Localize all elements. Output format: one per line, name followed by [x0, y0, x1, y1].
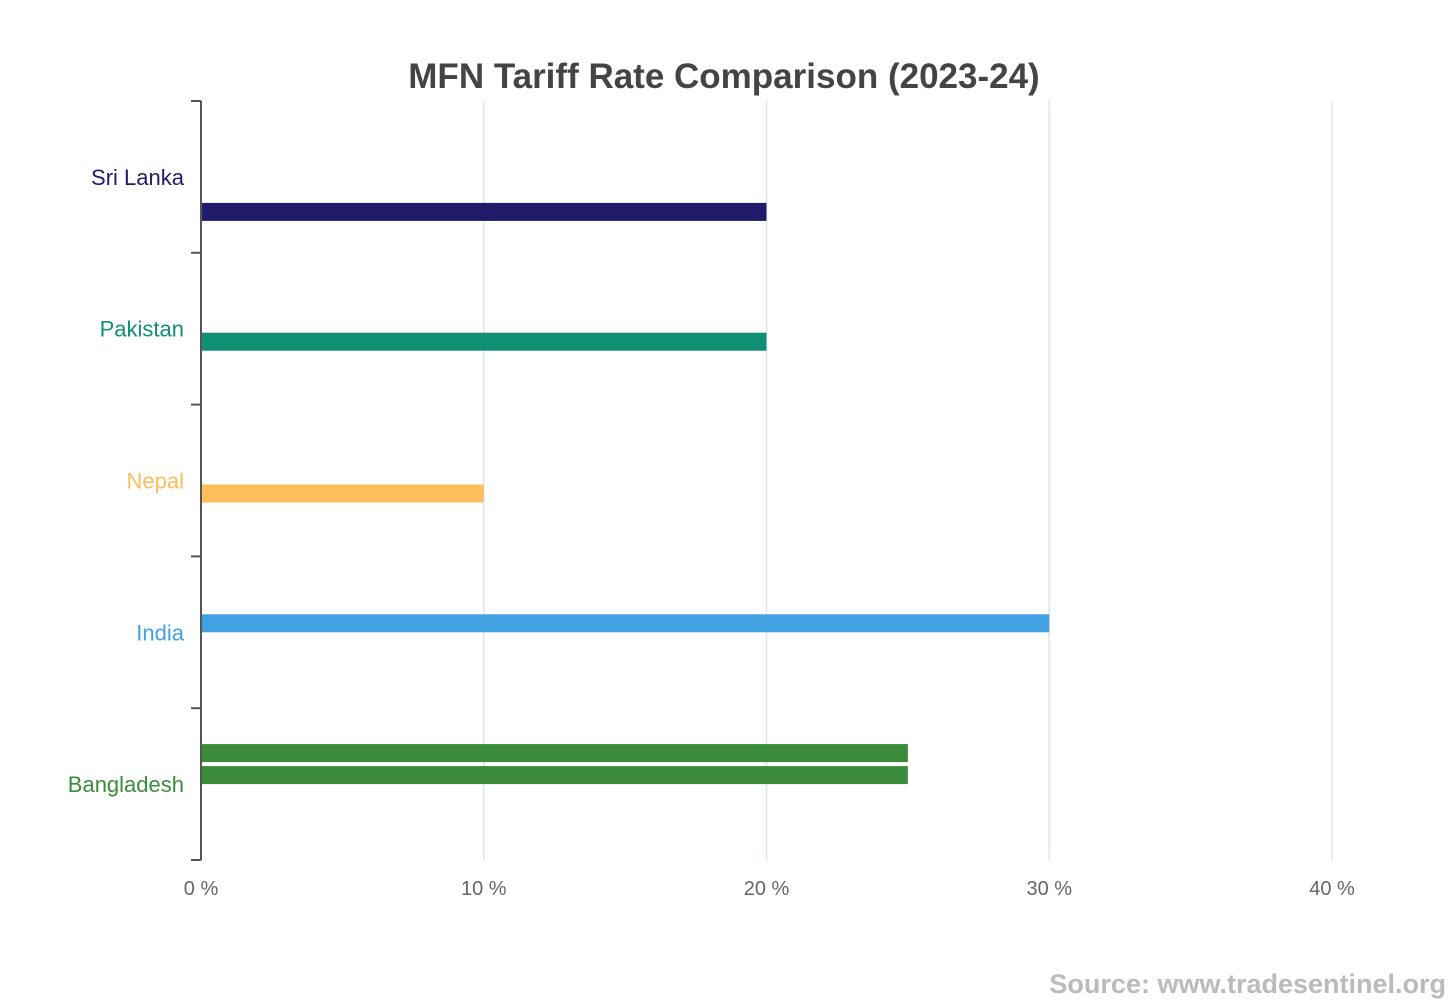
category-label-nepal: Nepal	[127, 469, 184, 494]
bar-bangladesh-1	[201, 744, 908, 763]
x-tick-label-40: 40 %	[1309, 878, 1355, 900]
category-label-sri-lanka: Sri Lanka	[91, 165, 185, 190]
x-tick-label-10: 10 %	[461, 878, 507, 900]
category-labels: Sri Lanka Pakistan Nepal India Bangladesh	[68, 165, 185, 797]
bar-india	[201, 614, 1050, 633]
x-tick-label-0: 0 %	[184, 878, 219, 900]
x-tick-label-30: 30 %	[1026, 878, 1072, 900]
chart-title: MFN Tariff Rate Comparison (2023-24)	[408, 57, 1039, 96]
gridlines	[483, 101, 1333, 860]
category-label-pakistan: Pakistan	[100, 317, 184, 342]
x-tick-label-20: 20 %	[744, 878, 790, 900]
category-label-india: India	[136, 620, 184, 645]
bar-nepal	[201, 484, 484, 503]
x-tick-labels: 0 % 10 % 20 % 30 % 40 %	[184, 878, 1355, 900]
bar-pakistan	[201, 332, 767, 351]
y-axis	[191, 100, 202, 861]
source-label: Source: www.tradesentinel.org	[1049, 969, 1446, 999]
bar-bangladesh-2	[201, 766, 908, 785]
bars	[201, 202, 1050, 785]
category-label-bangladesh: Bangladesh	[68, 772, 184, 797]
bar-sri-lanka	[201, 202, 767, 221]
